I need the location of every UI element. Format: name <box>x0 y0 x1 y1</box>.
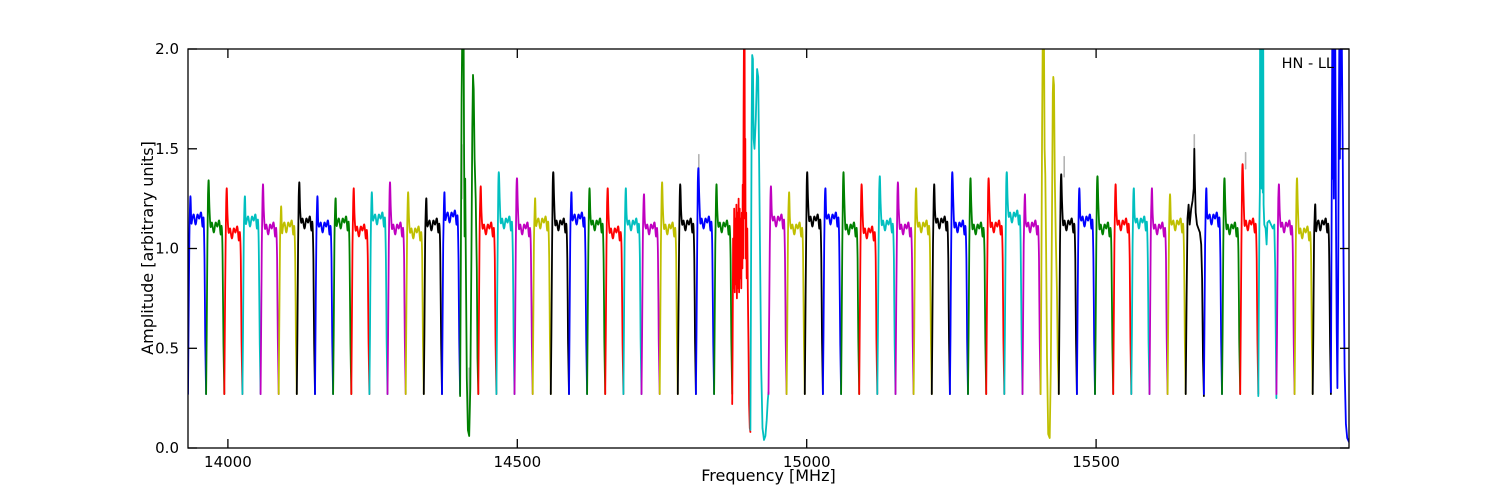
y-tick-label: 0.0 <box>155 439 179 457</box>
subband-trace-48 <box>1057 173 1078 395</box>
subband-trace-36 <box>840 171 861 395</box>
subband-trace-44 <box>985 177 1006 395</box>
subband-trace-9 <box>350 187 371 395</box>
y-tick-label: 2.0 <box>155 40 179 58</box>
subband-trace-17 <box>495 171 516 395</box>
subband-trace-24 <box>622 187 643 395</box>
subband-trace-4 <box>259 183 280 395</box>
traces-group <box>188 49 1349 443</box>
axes-frame <box>187 48 1350 449</box>
subband-trace-20 <box>549 171 570 395</box>
subband-trace-41 <box>930 183 951 395</box>
subband-trace-57 <box>1221 177 1242 395</box>
subband-trace-8 <box>332 197 353 395</box>
subband-trace-43 <box>967 177 988 395</box>
subband-trace-51 <box>1112 183 1133 395</box>
subband-trace-7 <box>314 195 334 395</box>
x-tick-label: 15500 <box>1072 453 1120 471</box>
subband-trace-33 <box>785 191 806 395</box>
subband-trace-38 <box>876 175 897 395</box>
subband-trace-40 <box>912 187 933 395</box>
subband-trace-26 <box>658 181 679 395</box>
subband-trace-39 <box>894 181 915 395</box>
subband-trace-63 <box>1330 49 1349 443</box>
subband-trace-15 <box>459 49 480 437</box>
subband-trace-16 <box>477 185 498 395</box>
y-tick-label: 0.5 <box>155 339 179 357</box>
subband-trace-47 <box>1039 49 1060 439</box>
subband-trace-13 <box>422 197 443 395</box>
subband-trace-58 <box>1239 163 1260 395</box>
subband-trace-10 <box>368 191 389 395</box>
subband-trace-3 <box>241 195 262 395</box>
subband-trace-37 <box>858 183 879 395</box>
subband-trace-23 <box>604 187 625 395</box>
subband-trace-5 <box>277 205 298 395</box>
subband-trace-0 <box>188 195 207 395</box>
subband-trace-34 <box>803 171 824 395</box>
corner-annotation: HN - LL <box>1281 56 1334 72</box>
subband-trace-21 <box>568 191 588 395</box>
subband-trace-14 <box>441 191 461 395</box>
subband-trace-59 <box>1257 49 1278 399</box>
y-tick-label: 1.0 <box>155 240 179 258</box>
subband-trace-30 <box>731 49 752 433</box>
subband-trace-25 <box>640 193 661 395</box>
subband-trace-27 <box>676 183 697 395</box>
subband-trace-52 <box>1130 187 1151 395</box>
subband-trace-31 <box>749 54 770 441</box>
subband-trace-1 <box>205 179 226 395</box>
subband-trace-46 <box>1021 193 1042 395</box>
x-tick-label: 14500 <box>493 453 541 471</box>
subband-trace-28 <box>695 167 715 395</box>
subband-trace-11 <box>386 181 407 395</box>
x-tick-label: 15000 <box>783 453 831 471</box>
subband-trace-45 <box>1003 171 1024 395</box>
subband-trace-22 <box>586 187 607 395</box>
subband-trace-42 <box>949 171 969 395</box>
subband-trace-55 <box>1184 147 1205 397</box>
subband-trace-50 <box>1094 175 1115 395</box>
subband-trace-32 <box>767 185 788 395</box>
subband-trace-54 <box>1166 193 1187 395</box>
y-tick-label: 1.5 <box>155 140 179 158</box>
subband-trace-29 <box>713 183 734 395</box>
subband-trace-62 <box>1311 203 1332 395</box>
x-tick-label: 14000 <box>204 453 252 471</box>
subband-trace-53 <box>1148 187 1169 395</box>
subband-trace-35 <box>822 187 842 395</box>
x-axis-label: Frequency [MHz] <box>701 466 836 485</box>
subband-trace-19 <box>531 197 552 395</box>
subband-trace-18 <box>513 177 534 395</box>
subband-trace-60 <box>1275 183 1296 395</box>
subband-trace-6 <box>295 181 316 395</box>
subband-trace-61 <box>1293 177 1314 395</box>
subband-trace-56 <box>1203 187 1223 395</box>
subband-trace-2 <box>223 187 244 395</box>
subband-trace-12 <box>404 191 425 395</box>
subband-trace-49 <box>1076 187 1096 395</box>
y-axis-label: Amplitude [arbitrary units] <box>138 141 157 355</box>
